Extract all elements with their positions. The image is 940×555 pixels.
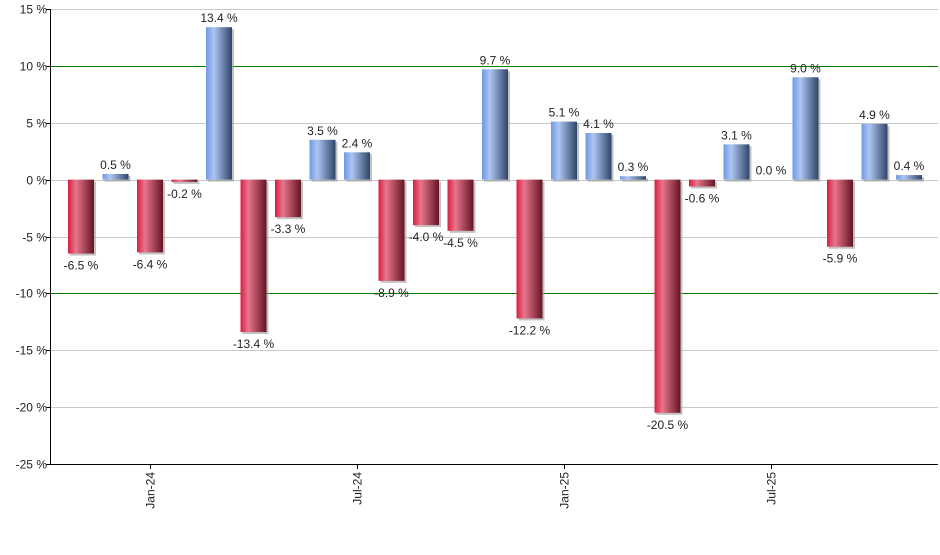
x-tick-label: Jan-25	[558, 472, 572, 509]
y-tick-label: -15 %	[16, 344, 48, 358]
bar	[585, 132, 612, 180]
data-label: 5.1 %	[549, 106, 580, 120]
bar	[171, 179, 198, 182]
bar	[861, 123, 888, 180]
data-label: -13.4 %	[233, 337, 275, 351]
bar	[792, 77, 819, 180]
bar	[137, 179, 163, 253]
bar	[516, 179, 543, 319]
bar	[413, 179, 439, 226]
data-label: -12.2 %	[509, 323, 551, 337]
x-tick-label: Jul-24	[351, 472, 365, 505]
data-label: -6.4 %	[133, 257, 168, 271]
bar	[689, 179, 715, 187]
data-label: 0.5 %	[100, 158, 131, 172]
data-label: 3.1 %	[721, 128, 752, 142]
data-label: -8.9 %	[374, 286, 409, 300]
y-tick-label: -20 %	[16, 401, 48, 415]
bar	[482, 69, 508, 180]
data-label: -4.5 %	[443, 236, 478, 250]
data-label: -3.3 %	[271, 222, 306, 236]
bar	[378, 179, 405, 281]
data-label: 3.5 %	[307, 124, 338, 138]
bar-shadow	[622, 178, 648, 182]
bar	[275, 179, 301, 218]
bar	[102, 173, 129, 180]
bar	[68, 179, 94, 254]
data-label: 9.7 %	[480, 53, 511, 67]
data-label: 4.1 %	[583, 117, 614, 131]
data-label: -20.5 %	[647, 418, 689, 432]
bar	[551, 121, 577, 180]
y-tick-label: -10 %	[16, 287, 48, 301]
data-label: 4.9 %	[859, 108, 890, 122]
bar	[654, 179, 681, 413]
y-tick-label: -25 %	[16, 458, 48, 472]
y-tick-label: 10 %	[20, 60, 48, 74]
bar	[240, 179, 267, 333]
data-label: 0.4 %	[894, 159, 925, 173]
data-label: -0.2 %	[167, 187, 202, 201]
y-tick-label: 15 %	[20, 3, 48, 17]
data-label: 0.0 %	[756, 164, 787, 178]
data-label: -5.9 %	[823, 252, 858, 266]
x-tick-label: Jan-24	[144, 472, 158, 509]
y-tick-label: -5 %	[22, 231, 47, 245]
bar	[896, 175, 922, 180]
bar	[827, 179, 853, 247]
bar	[723, 144, 750, 180]
data-label: -4.0 %	[409, 230, 444, 244]
bar	[620, 176, 646, 180]
bar	[206, 27, 232, 180]
bar	[309, 139, 336, 180]
bar	[344, 152, 370, 180]
y-tick-label: 0 %	[26, 174, 47, 188]
bar-shadow	[173, 181, 200, 184]
data-label: 0.3 %	[618, 160, 649, 174]
data-label: 13.4 %	[200, 11, 238, 25]
y-tick-label: 5 %	[26, 117, 47, 131]
data-label: -0.6 %	[685, 191, 720, 205]
x-tick-label: Jul-25	[765, 472, 779, 505]
bar	[447, 179, 474, 231]
data-label: -6.5 %	[64, 259, 99, 273]
data-label: 2.4 %	[342, 136, 373, 150]
data-label: 9.0 %	[790, 61, 821, 75]
